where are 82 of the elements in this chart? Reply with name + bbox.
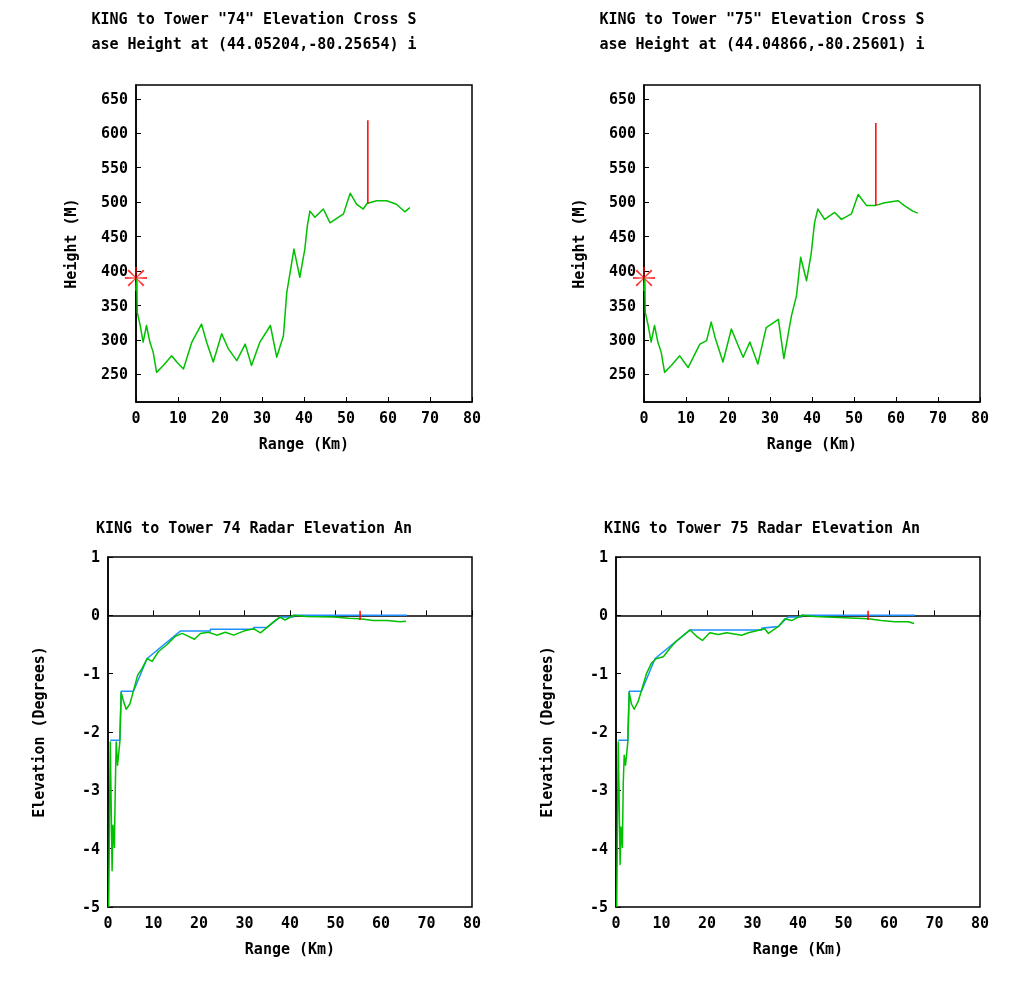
x-tick-label: 60 — [879, 913, 899, 932]
x-axis-title: Range (Km) — [258, 434, 350, 453]
x-tick-label: 30 — [760, 408, 780, 427]
y-axis-title: Height (M) — [569, 198, 588, 289]
y-tick-label: 650 — [100, 89, 128, 108]
x-tick-label: 40 — [802, 408, 822, 427]
chart-title: KING to Tower "74" Elevation Cross S — [91, 9, 417, 28]
x-tick-label: 10 — [144, 913, 163, 932]
x-tick-label: 80 — [970, 408, 990, 427]
x-tick-label: 30 — [252, 408, 272, 427]
chart-title: KING to Tower "75" Elevation Cross S — [599, 9, 925, 28]
y-tick-label: 550 — [100, 158, 128, 177]
y-tick-label: 350 — [100, 296, 128, 315]
x-tick-label: 20 — [210, 408, 230, 427]
y-tick-label: 250 — [608, 365, 636, 384]
x-tick-label: 60 — [371, 913, 391, 932]
x-tick-label: 70 — [925, 913, 944, 932]
y-axis-title: Elevation (Degrees) — [537, 646, 556, 818]
y-tick-label: 0 — [90, 606, 100, 625]
line-series — [615, 614, 915, 908]
x-tick-label: 10 — [652, 913, 671, 932]
x-tick-label: 10 — [676, 408, 696, 427]
x-tick-label: 60 — [886, 408, 906, 427]
y-tick-label: -2 — [589, 723, 608, 741]
y-tick-label: -2 — [81, 723, 100, 741]
x-tick-label: 70 — [928, 408, 948, 427]
y-tick-label: -5 — [81, 898, 100, 916]
x-axis-title: Range (Km) — [244, 939, 336, 958]
x-tick-label: 80 — [462, 913, 482, 932]
x-axis-title: Range (Km) — [766, 434, 858, 453]
x-tick-label: 20 — [718, 408, 738, 427]
x-tick-label: 50 — [844, 408, 864, 427]
y-tick-label: 400 — [608, 262, 636, 281]
y-tick-label: 450 — [608, 227, 636, 246]
y-tick-label: -3 — [81, 781, 100, 800]
x-tick-label: 50 — [336, 408, 356, 427]
y-tick-label: 600 — [100, 124, 128, 143]
y-tick-label: -4 — [81, 839, 100, 858]
y-tick-label: 400 — [100, 262, 128, 281]
y-tick-label: 300 — [608, 330, 636, 349]
line-series — [107, 614, 407, 908]
chart-subtitle: ase Height at (44.05204,-80.25654) i — [91, 34, 417, 53]
y-tick-label: -1 — [81, 664, 100, 683]
x-tick-label: 70 — [420, 408, 440, 427]
y-tick-label: 1 — [90, 548, 100, 566]
x-tick-label: 70 — [417, 913, 436, 932]
x-tick-label: 20 — [697, 913, 717, 932]
x-tick-label: 0 — [131, 408, 141, 427]
x-tick-label: 0 — [639, 408, 649, 427]
y-tick-label: 250 — [100, 365, 128, 384]
y-tick-label: -4 — [589, 839, 608, 858]
x-axis-title: Range (Km) — [752, 939, 844, 958]
x-tick-label: 80 — [462, 408, 482, 427]
y-tick-label: -3 — [589, 781, 608, 800]
y-tick-label: 650 — [608, 89, 636, 108]
x-tick-label: 50 — [326, 913, 345, 932]
y-axis-title: Height (M) — [61, 198, 80, 289]
y-axis-title: Elevation (Degrees) — [29, 646, 48, 818]
y-tick-label: 550 — [608, 158, 636, 177]
y-tick-label: 500 — [608, 193, 636, 212]
x-tick-label: 60 — [378, 408, 398, 427]
x-tick-label: 40 — [280, 913, 300, 932]
y-tick-label: 300 — [100, 330, 128, 349]
x-tick-label: 30 — [235, 913, 254, 932]
chart-subtitle: ase Height at (44.04866,-80.25601) i — [599, 34, 925, 53]
y-tick-label: 350 — [608, 296, 636, 315]
y-tick-label: 600 — [608, 124, 636, 143]
x-tick-label: 20 — [189, 913, 209, 932]
y-tick-label: -5 — [589, 898, 608, 916]
y-tick-label: 450 — [100, 227, 128, 246]
chart-title: KING to Tower 75 Radar Elevation An — [603, 518, 921, 537]
y-tick-label: 1 — [598, 548, 608, 566]
y-tick-label: 0 — [598, 606, 608, 625]
y-tick-label: -1 — [589, 664, 608, 683]
chart-title: KING to Tower 74 Radar Elevation An — [95, 518, 413, 537]
y-tick-label: 500 — [100, 193, 128, 212]
x-tick-label: 50 — [834, 913, 853, 932]
x-tick-label: 30 — [743, 913, 762, 932]
x-tick-label: 40 — [294, 408, 314, 427]
x-tick-label: 10 — [168, 408, 188, 427]
x-tick-label: 80 — [970, 913, 990, 932]
x-tick-label: 40 — [788, 913, 808, 932]
